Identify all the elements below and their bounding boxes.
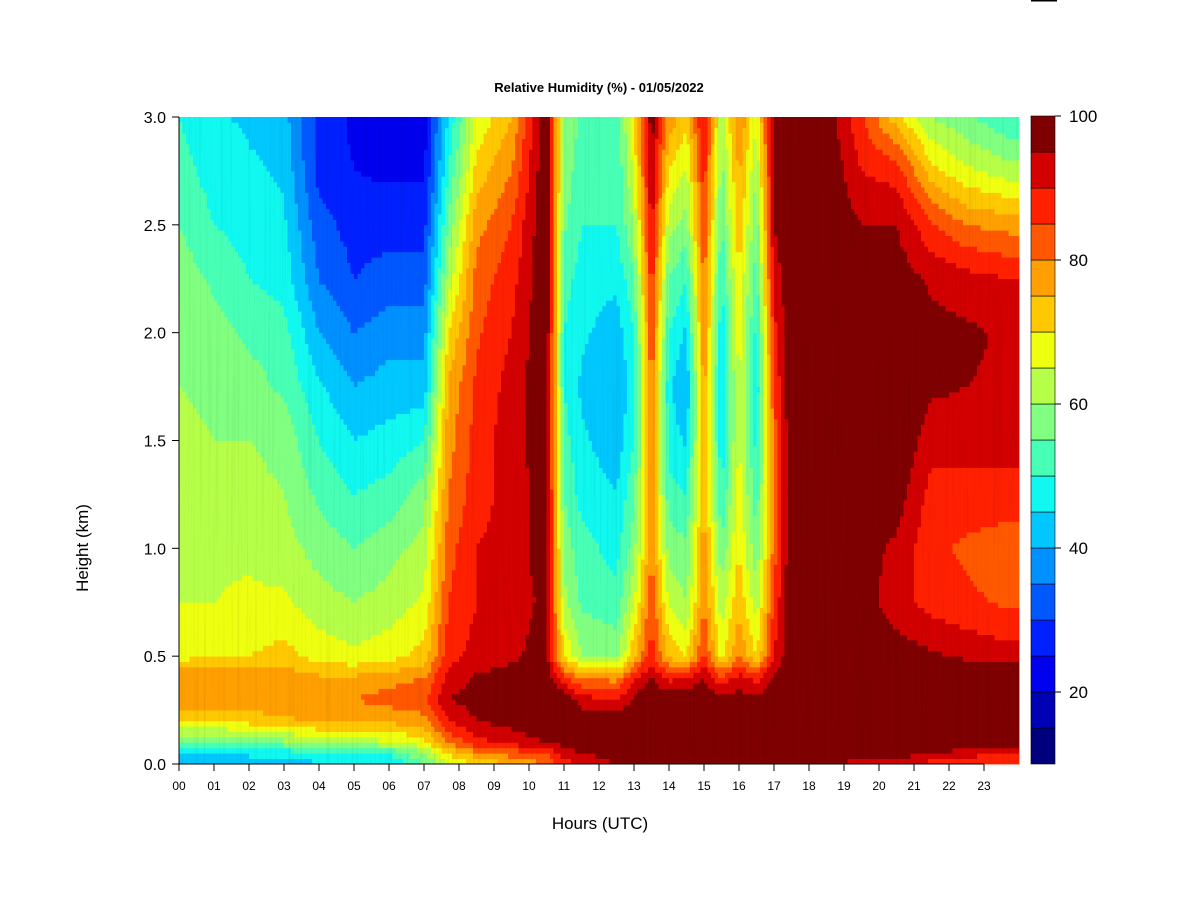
x-tick-label: 03	[277, 779, 291, 793]
x-tick-label: 05	[347, 779, 361, 793]
colorbar-swatch	[1030, 403, 1056, 441]
colorbar-swatch	[1030, 727, 1056, 765]
chart-title: Relative Humidity (%) - 01/05/2022	[494, 80, 704, 95]
colorbar-swatch	[1030, 655, 1056, 693]
x-tick-label: 10	[522, 779, 536, 793]
colorbar-swatch	[1030, 115, 1056, 153]
colorbar-swatch	[1030, 295, 1056, 333]
x-axis: 00 01 02 03 04 05 06 07 08 09 10 11 12 13 14 15 16 17 18 19…	[172, 763, 991, 793]
y-tick-label: 1.5	[144, 434, 166, 451]
x-tick-label: 22	[942, 779, 956, 793]
x-tick-label: 00	[172, 779, 186, 793]
colorbar-swatch	[1030, 331, 1056, 369]
colorbar-tick-label: 40	[1069, 539, 1088, 558]
x-tick-label: 06	[382, 779, 396, 793]
x-tick-label: 01	[207, 779, 221, 793]
x-tick-label: 11	[558, 779, 571, 793]
x-tick-label: 07	[417, 779, 431, 793]
colorbar-swatch	[1030, 619, 1056, 657]
x-tick-label: 21	[907, 779, 921, 793]
colorbar-swatch	[1030, 259, 1056, 297]
colorbar-swatch	[1030, 547, 1056, 585]
y-tick-label: 0.0	[144, 757, 166, 774]
x-tick-label: 09	[487, 779, 501, 793]
colorbar-swatch	[1030, 223, 1056, 261]
x-tick-label: 20	[872, 779, 886, 793]
x-tick-label: 19	[837, 779, 851, 793]
x-axis-label: Hours (UTC)	[552, 814, 648, 833]
y-axis-label: Height (km)	[73, 504, 92, 592]
x-tick-label: 14	[662, 779, 676, 793]
x-tick-label: 08	[452, 779, 466, 793]
colorbar-swatch	[1030, 691, 1056, 729]
colorbar-tick-label: 20	[1069, 683, 1088, 702]
x-tick-label: 15	[697, 779, 711, 793]
x-tick-label: 23	[977, 779, 991, 793]
colorbar-swatch	[1030, 583, 1056, 621]
y-tick-label: 2.0	[144, 326, 166, 343]
x-tick-label: 02	[242, 779, 256, 793]
x-tick-label: 16	[732, 779, 746, 793]
heatmap-texture	[179, 117, 1019, 764]
corner-mark	[1031, 0, 1057, 2]
y-tick-label: 1.0	[144, 541, 166, 558]
colorbar: 20 40 60 80 100	[1030, 107, 1097, 765]
colorbar-tick-label: 100	[1069, 107, 1097, 126]
colorbar-swatch	[1030, 475, 1056, 513]
y-axis: 0.0 0.5 1.0 1.5 2.0 2.5 3.0	[144, 110, 180, 774]
colorbar-tick-label: 60	[1069, 395, 1088, 414]
colorbar-tick-label: 80	[1069, 251, 1088, 270]
x-tick-label: 17	[767, 779, 781, 793]
y-tick-label: 2.5	[144, 218, 166, 235]
x-tick-label: 12	[592, 779, 606, 793]
colorbar-swatch	[1030, 151, 1056, 189]
x-tick-label: 04	[312, 779, 326, 793]
colorbar-swatch	[1030, 367, 1056, 405]
x-tick-label: 13	[627, 779, 641, 793]
colorbar-swatch	[1030, 511, 1056, 549]
colorbar-swatch	[1030, 187, 1056, 225]
colorbar-swatch	[1030, 439, 1056, 477]
x-tick-label: 18	[802, 779, 816, 793]
y-tick-label: 0.5	[144, 649, 166, 666]
y-tick-label: 3.0	[144, 110, 166, 127]
